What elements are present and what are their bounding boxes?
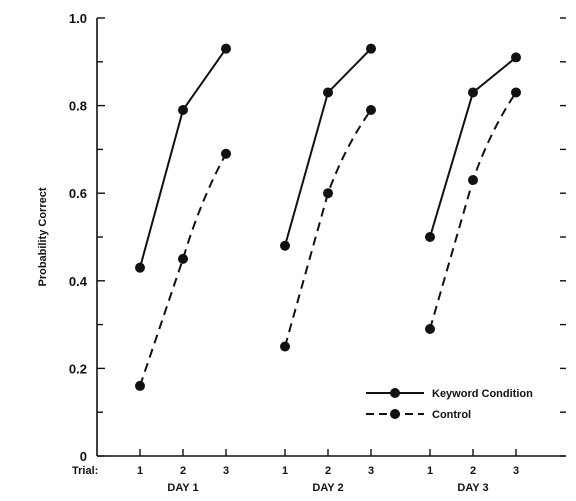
x-tick-label: 1 — [137, 465, 143, 477]
series-line — [139, 153, 227, 387]
legend-item: Control — [366, 409, 471, 421]
legend-marker — [390, 409, 400, 419]
x-tick-label: 1 — [282, 465, 288, 477]
x-tick-label: 1 — [427, 465, 433, 477]
x-tick-label: 3 — [368, 465, 374, 477]
y-tick-label: 0.6 — [69, 186, 87, 201]
y-tick-label: 0.8 — [69, 99, 87, 114]
data-point — [280, 341, 290, 352]
y-tick-label: 0 — [80, 449, 87, 464]
series-line — [429, 56, 517, 238]
data-point — [511, 87, 521, 98]
data-point — [511, 52, 521, 63]
data-point — [178, 253, 188, 264]
y-tick-label: 0.2 — [69, 361, 87, 376]
data-point — [468, 87, 478, 98]
x-tick-label: 3 — [223, 465, 229, 477]
legend-label: Keyword Condition — [432, 388, 533, 400]
trial-prefix-label: Trial: — [72, 465, 98, 477]
data-point — [323, 188, 333, 199]
y-ticks: 0 0.2 0.4 0.6 0.8 1.0 — [69, 11, 566, 464]
series-line — [139, 48, 227, 268]
data-point — [135, 380, 145, 391]
data-point — [280, 240, 290, 251]
data-point — [366, 43, 376, 54]
legend: Keyword Condition Control — [366, 388, 533, 421]
group-label: DAY 3 — [457, 482, 488, 494]
x-tick-label: 2 — [325, 465, 331, 477]
legend-label: Control — [432, 409, 471, 421]
data-point — [366, 104, 376, 115]
data-point — [221, 43, 231, 54]
group-label: DAY 2 — [312, 482, 343, 494]
data-point — [135, 262, 145, 273]
data-point — [323, 87, 333, 98]
x-tick-label: 2 — [180, 465, 186, 477]
series-keyword-condition — [135, 43, 521, 273]
data-point — [425, 232, 435, 242]
data-point — [468, 175, 478, 186]
data-point — [425, 323, 435, 334]
series-line — [284, 109, 372, 347]
x-tick-label: 3 — [513, 465, 519, 477]
legend-item: Keyword Condition — [366, 388, 533, 400]
y-tick-label: 1.0 — [69, 11, 87, 26]
x-ticks: 1 2 3 DAY 1 1 2 3 DAY 2 1 2 3 DAY 3 — [137, 449, 519, 494]
legend-marker — [390, 388, 400, 398]
series-control — [135, 87, 521, 391]
y-axis-label: Probability Correct — [37, 187, 49, 286]
series-layer — [135, 43, 521, 391]
series-line — [429, 91, 517, 330]
series-line — [284, 47, 372, 247]
x-tick-label: 2 — [470, 465, 476, 477]
data-point — [178, 104, 188, 115]
group-label: DAY 1 — [167, 482, 198, 494]
data-point — [221, 148, 231, 159]
y-tick-label: 0.4 — [69, 274, 88, 289]
